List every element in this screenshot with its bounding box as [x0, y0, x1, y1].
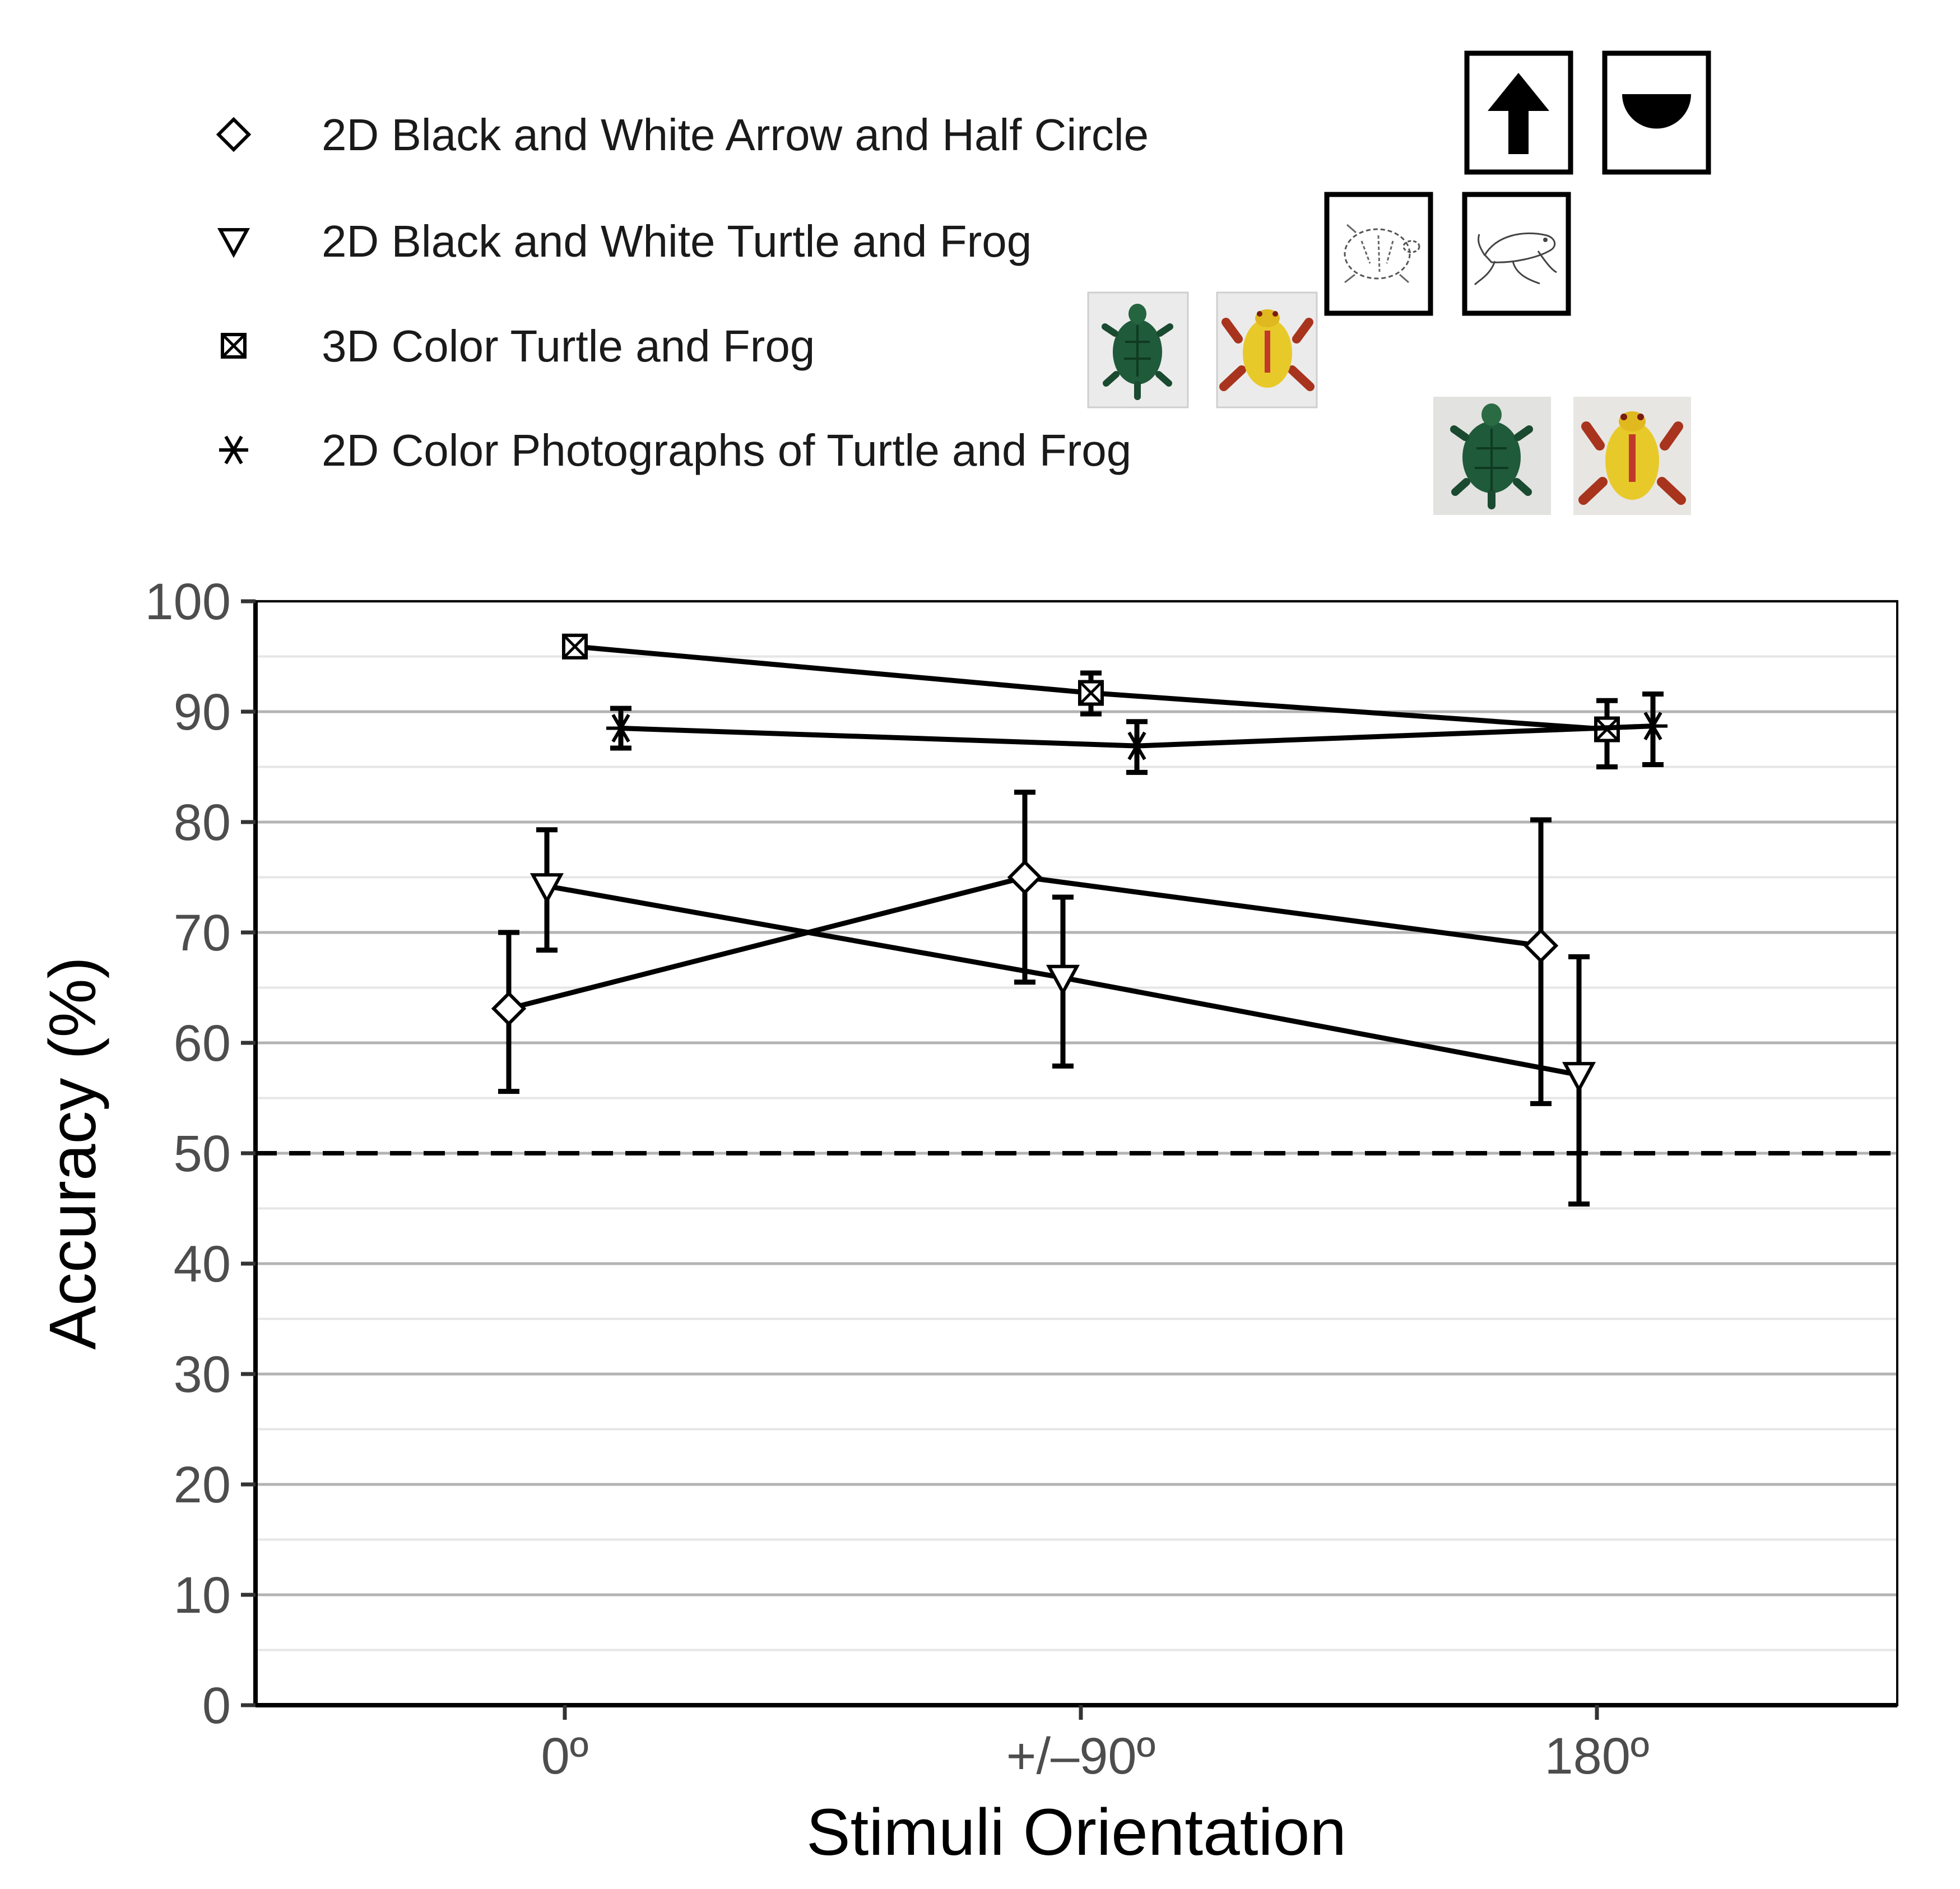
data-point-marker: [530, 873, 564, 904]
y-tick-label: 90: [174, 684, 231, 741]
gridlines: [256, 600, 1897, 1707]
arrow-up-icon: [1464, 50, 1573, 175]
frog-line-drawing-icon: [1462, 192, 1571, 316]
frog-photo-3d-icon: [1216, 291, 1318, 409]
y-tick-label: 60: [174, 1015, 231, 1072]
legend-label: 2D Black and White Turtle and Frog: [322, 216, 1032, 266]
x-axis: 0º +/–90º 180º: [541, 1705, 1650, 1785]
legend-label: 2D Color Photographs of Turtle and Frog: [322, 425, 1131, 475]
data-point-marker: [1046, 964, 1080, 996]
y-tick-label: 0: [202, 1677, 231, 1734]
data-point-marker: [1638, 712, 1668, 741]
turtle-photo-2d-icon: [1433, 397, 1551, 515]
legend-marker-diamond: [216, 117, 252, 152]
series-4: [606, 691, 1668, 775]
data-point-marker: [1007, 860, 1043, 895]
legend-label: 3D Color Turtle and Frog: [322, 321, 815, 371]
legend-item-bw-turtle-frog: 2D Black and White Turtle and Frog: [217, 216, 1032, 266]
y-tick-label: 20: [174, 1456, 231, 1514]
legend-marker-asterisk: [219, 435, 248, 465]
y-tick-label: 40: [174, 1236, 231, 1293]
data-point-marker: [491, 991, 527, 1027]
x-tick-label: 0º: [541, 1728, 589, 1785]
legend-label: 2D Black and White Arrow and Half Circle: [322, 110, 1149, 160]
legend-item-arrow-halfcircle: 2D Black and White Arrow and Half Circle: [216, 110, 1149, 160]
legend-item-3d-turtle-frog: 3D Color Turtle and Frog: [221, 321, 815, 371]
turtle-line-drawing-icon: [1324, 192, 1433, 316]
y-tick-label: 30: [174, 1346, 231, 1403]
frog-photo-2d-icon: [1573, 397, 1691, 515]
series-2: [530, 827, 1596, 1207]
data-point-marker: [1562, 1062, 1596, 1093]
legend-item-color-photos: 2D Color Photographs of Turtle and Frog: [219, 425, 1131, 475]
y-tick-label: 100: [145, 573, 231, 630]
y-axis-title: Accuracy (%): [36, 957, 110, 1350]
data-point-marker: [1078, 680, 1104, 706]
series-1: [491, 790, 1559, 1106]
y-tick-label: 50: [174, 1125, 231, 1182]
x-tick-label: +/–90º: [1006, 1728, 1155, 1785]
y-tick-label: 10: [174, 1567, 231, 1624]
turtle-photo-3d-icon: [1087, 291, 1189, 409]
legend-marker-triangle: [217, 228, 250, 258]
y-axis: 0 10 20 30 40 50 60 70 80 90 100: [145, 573, 256, 1734]
plot-area: [253, 600, 1898, 1707]
y-tick-label: 70: [174, 904, 231, 962]
series-layer: [491, 633, 1668, 1207]
x-axis-title: Stimuli Orientation: [806, 1795, 1346, 1869]
data-point-marker: [562, 633, 588, 660]
data-point-marker: [1122, 731, 1151, 760]
data-point-marker: [1523, 928, 1559, 963]
legend: 2D Black and White Arrow and Half Circle…: [216, 50, 1711, 515]
half-circle-icon: [1602, 50, 1711, 175]
y-tick-label: 80: [174, 794, 231, 851]
data-point-marker: [606, 714, 635, 743]
legend-marker-square-x: [221, 333, 247, 359]
x-tick-label: 180º: [1544, 1728, 1649, 1785]
